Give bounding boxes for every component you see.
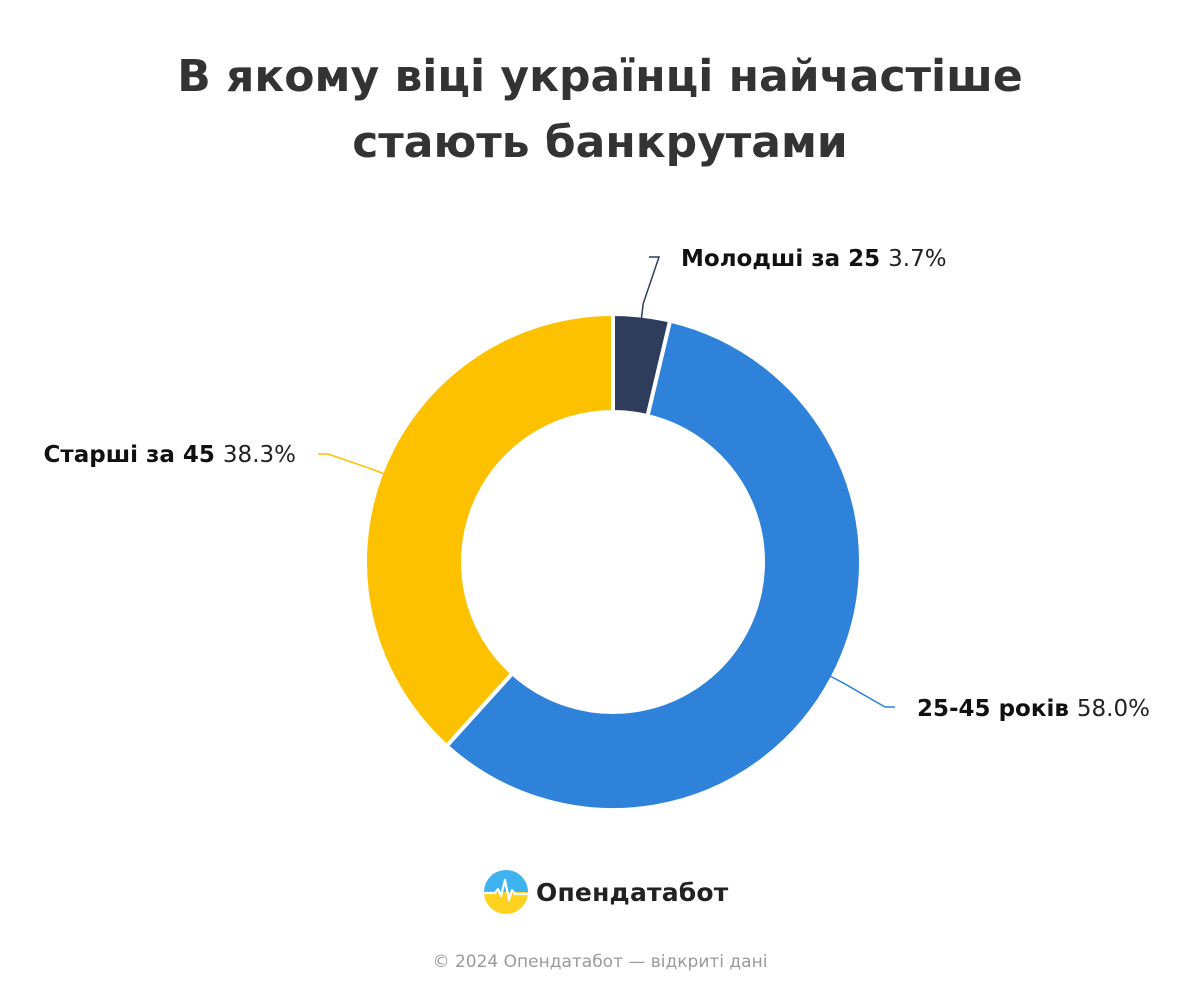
data-label-category: 25-45 років bbox=[917, 696, 1077, 722]
leader-line-25-45-років bbox=[828, 674, 895, 708]
slice-25-45-років[interactable] bbox=[444, 318, 863, 812]
data-label-value: 58.0% bbox=[1077, 696, 1150, 722]
chart-title-line-2: стають банкрутами bbox=[352, 117, 848, 168]
data-label-category: Молодші за 25 bbox=[681, 246, 888, 272]
leader-line-старші-за-45 bbox=[318, 453, 386, 476]
slices-layer bbox=[363, 312, 863, 812]
data-label-value: 3.7% bbox=[888, 246, 946, 272]
leader-lines-layer bbox=[318, 256, 895, 708]
data-label-молодші-за-25: Молодші за 25 3.7% bbox=[681, 246, 947, 272]
opendatabot-logo-icon bbox=[484, 870, 528, 914]
slice-старші-за-45[interactable] bbox=[363, 312, 615, 748]
leader-line-молодші-за-25 bbox=[640, 256, 661, 320]
data-label-25-45-років: 25-45 років 58.0% bbox=[917, 696, 1150, 722]
brand: Опендатабот bbox=[484, 869, 729, 915]
footer-copyright: © 2024 Опендатабот — відкриті дані bbox=[432, 952, 768, 972]
data-label-старші-за-45: Старші за 45 38.3% bbox=[44, 442, 297, 468]
data-label-category: Старші за 45 bbox=[44, 442, 223, 468]
brand-name: Опендатабот bbox=[536, 877, 729, 907]
data-labels-layer: Молодші за 25 3.7% 25-45 років 58.0% Старш… bbox=[44, 246, 1150, 722]
chart-title-line-1: В якому віці українці найчастіше bbox=[177, 51, 1023, 102]
chart-title: В якому віці українці найчастіше стають … bbox=[0, 44, 1200, 176]
data-label-value: 38.3% bbox=[223, 442, 296, 468]
